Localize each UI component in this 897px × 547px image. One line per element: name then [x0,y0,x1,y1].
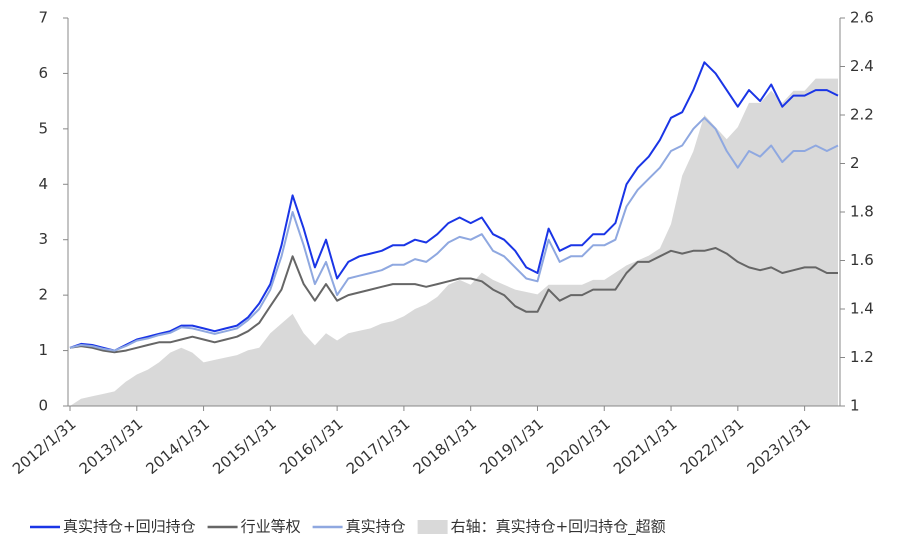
x-tick-label: 2019/1/31 [476,415,546,478]
y-tick-label: 5 [38,119,48,137]
x-tick-label: 2014/1/31 [143,415,213,478]
x-tick-label: 2021/1/31 [610,415,680,478]
legend-label: 右轴：真实持仓+回归持仓_超额 [451,518,666,537]
y2-tick-label: 2 [850,154,860,172]
x-tick-label: 2018/1/31 [410,415,480,478]
x-tick-label: 2020/1/31 [543,415,613,478]
legend-label: 行业等权 [241,518,301,536]
line [69,116,839,352]
legend-label: 真实持仓+回归持仓 [63,518,196,536]
y-tick-label: 6 [38,64,48,82]
y2-tick-label: 1.6 [850,251,874,269]
line [69,61,839,352]
y-tick-label: 4 [38,175,48,193]
x-tick-label: 2016/1/31 [276,415,346,478]
y2-tick-label: 2.4 [850,57,874,75]
y2-tick-label: 1.4 [850,300,874,318]
legend-swatch [417,520,448,534]
line [69,247,838,354]
y-tick-label: 0 [38,397,48,415]
x-tick-label: 2017/1/31 [343,415,413,478]
x-tick-label: 2015/1/31 [209,415,279,478]
x-tick-label: 2012/1/31 [9,415,79,478]
y2-tick-label: 2.6 [850,9,874,27]
x-tick-label: 2022/1/31 [677,415,747,478]
x-tick-label: 2013/1/31 [76,415,146,478]
y2-tick-label: 1 [850,397,860,415]
y2-tick-label: 1.8 [850,203,874,221]
y-tick-label: 3 [38,230,48,248]
area [70,78,838,406]
y2-tick-label: 1.2 [850,348,874,366]
y-tick-label: 7 [38,9,48,27]
y-tick-label: 2 [38,286,48,304]
y-tick-label: 1 [38,341,48,359]
legend-label: 真实持仓 [346,518,406,536]
x-tick-label: 2023/1/31 [744,415,814,478]
y2-tick-label: 2.2 [850,106,874,124]
